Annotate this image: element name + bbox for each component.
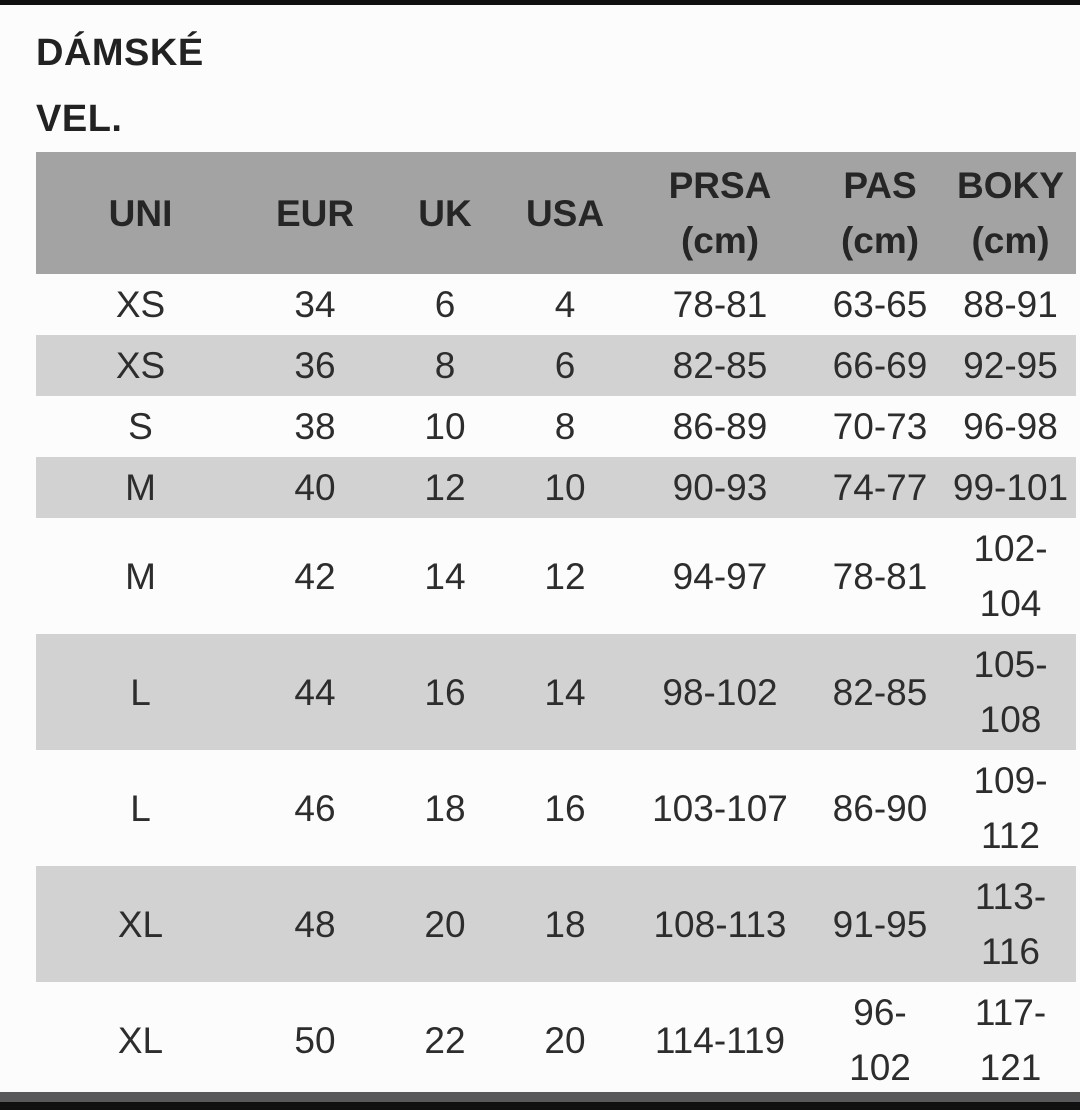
cell-pas: 82-85 <box>815 634 945 750</box>
table-row: XL 48 20 18 108-113 91-95 113-116 <box>36 866 1076 982</box>
cell-prsa: 94-97 <box>672 555 768 597</box>
table-row: M 42 14 12 94-97 78-81 102-104 <box>36 518 1076 634</box>
table-row: L 46 18 16 103-107 86-90 109-112 <box>36 750 1076 866</box>
cell-boky: 102-104 <box>973 528 1048 624</box>
cell-prsa: 98-102 <box>625 634 815 750</box>
cell-uk: 12 <box>385 457 505 518</box>
table-row: XL 50 22 20 114-119 96-102 117-121 <box>36 982 1076 1098</box>
cell-uni: XS <box>115 284 166 325</box>
cell-pas: 91-95 <box>815 866 945 982</box>
cell-boky: 113-116 <box>945 866 1076 982</box>
cell-uni: S <box>128 406 153 447</box>
cell-eur: 50 <box>294 1019 336 1061</box>
table-title-line2: VEL. <box>36 98 123 140</box>
cell-eur: 42 <box>294 555 336 597</box>
cell-uk: 16 <box>385 634 505 750</box>
cell-boky: 105-108 <box>945 634 1076 750</box>
cell-uk: 6 <box>434 284 456 325</box>
cell-pas: 96-102 <box>849 992 911 1088</box>
cell-eur: 36 <box>245 335 385 396</box>
bottom-gray-bar <box>0 1092 1080 1102</box>
column-header-label: USA <box>525 192 605 234</box>
cell-boky: 96-98 <box>963 406 1058 447</box>
cell-eur: 48 <box>245 866 385 982</box>
cell-usa: 4 <box>554 284 576 325</box>
cell-boky: 92-95 <box>945 335 1076 396</box>
cell-usa: 18 <box>505 866 625 982</box>
cell-uk: 14 <box>424 555 466 597</box>
column-header-label: PRSA <box>668 165 772 206</box>
cell-usa: 10 <box>505 457 625 518</box>
column-header-unit: (cm) <box>971 220 1050 261</box>
table-row: S 38 10 8 86-89 70-73 96-98 <box>36 396 1076 457</box>
cell-pas: 78-81 <box>832 555 928 597</box>
cell-boky: 109-112 <box>973 760 1048 856</box>
cell-prsa: 90-93 <box>625 457 815 518</box>
cell-uni: XL <box>117 1019 164 1061</box>
column-header-pas: PAS (cm) <box>815 152 945 274</box>
column-header-label: EUR <box>275 192 355 234</box>
table-row: XS 36 8 6 82-85 66-69 92-95 <box>36 335 1076 396</box>
column-header-label: UK <box>418 192 472 234</box>
column-header-usa: USA <box>505 152 625 274</box>
cell-usa: 14 <box>505 634 625 750</box>
cell-uk: 8 <box>385 335 505 396</box>
cell-uni: XL <box>36 866 245 982</box>
table-title-line1: DÁMSKÉ <box>36 32 204 74</box>
cell-uk: 10 <box>424 406 466 447</box>
cell-eur: 40 <box>245 457 385 518</box>
cell-prsa: 82-85 <box>625 335 815 396</box>
cell-prsa: 78-81 <box>672 284 768 325</box>
cell-usa: 6 <box>505 335 625 396</box>
cell-pas: 70-73 <box>832 406 928 447</box>
column-header-label: BOKY <box>957 165 1064 206</box>
column-header-uk: UK <box>385 152 505 274</box>
table-header-row: UNI EUR UK USA PRSA (cm) PAS (cm) BOKY (cm) <box>36 152 1076 274</box>
cell-uni: M <box>125 555 156 597</box>
bottom-black-border <box>0 1102 1080 1110</box>
size-table: UNI EUR UK USA PRSA (cm) PAS (cm) BOKY (cm) XS 34 6… <box>36 152 1076 1098</box>
column-header-prsa: PRSA (cm) <box>625 152 815 274</box>
cell-pas: 66-69 <box>815 335 945 396</box>
table-row: L 44 16 14 98-102 82-85 105-108 <box>36 634 1076 750</box>
cell-pas: 86-90 <box>832 787 928 829</box>
column-header-uni: UNI <box>36 152 245 274</box>
cell-uk: 20 <box>385 866 505 982</box>
cell-uni: L <box>130 787 151 829</box>
cell-usa: 20 <box>544 1019 586 1061</box>
cell-boky: 117-121 <box>974 992 1047 1088</box>
column-header-label: PAS <box>843 165 917 206</box>
table-title: DÁMSKÉ VEL. <box>0 0 1080 152</box>
cell-eur: 44 <box>245 634 385 750</box>
cell-prsa: 114-119 <box>654 1019 786 1061</box>
cell-prsa: 86-89 <box>672 406 768 447</box>
cell-boky: 99-101 <box>945 457 1076 518</box>
cell-uni: M <box>36 457 245 518</box>
column-header-eur: EUR <box>245 152 385 274</box>
table-row: XS 34 6 4 78-81 63-65 88-91 <box>36 274 1076 335</box>
top-black-border <box>0 0 1080 5</box>
cell-eur: 38 <box>294 406 336 447</box>
cell-uk: 22 <box>424 1019 466 1061</box>
cell-uni: XS <box>36 335 245 396</box>
column-header-unit: (cm) <box>840 220 920 261</box>
cell-pas: 74-77 <box>815 457 945 518</box>
cell-prsa: 103-107 <box>652 787 788 829</box>
cell-pas: 63-65 <box>832 284 928 325</box>
cell-usa: 8 <box>554 406 576 447</box>
column-header-boky: BOKY (cm) <box>945 152 1076 274</box>
column-header-unit: (cm) <box>680 220 760 261</box>
cell-uni: L <box>36 634 245 750</box>
cell-eur: 46 <box>294 787 336 829</box>
cell-usa: 12 <box>544 555 586 597</box>
table-row: M 40 12 10 90-93 74-77 99-101 <box>36 457 1076 518</box>
cell-uk: 18 <box>424 787 466 829</box>
cell-boky: 88-91 <box>963 284 1058 325</box>
cell-prsa: 108-113 <box>625 866 815 982</box>
cell-usa: 16 <box>544 787 586 829</box>
cell-eur: 34 <box>294 284 336 325</box>
column-header-label: UNI <box>108 192 173 234</box>
